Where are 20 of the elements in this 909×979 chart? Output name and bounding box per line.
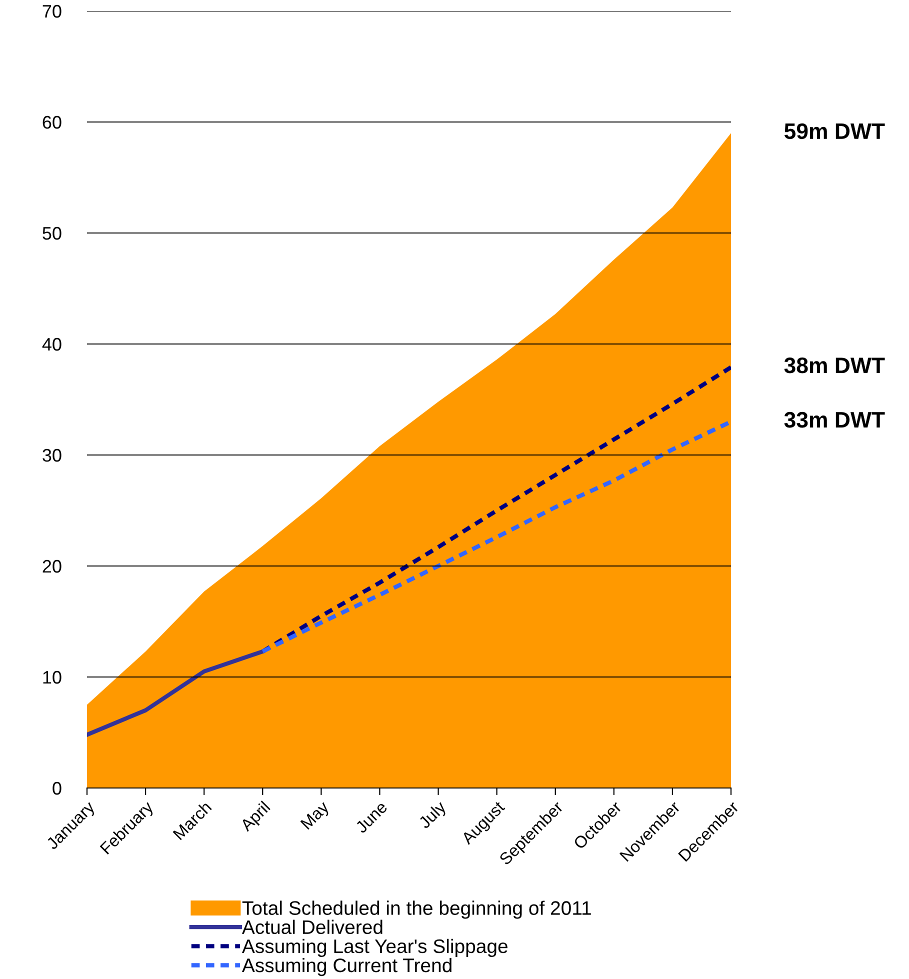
annotation: 59m DWT [784, 123, 885, 140]
y-tick-label: 70 [42, 4, 62, 18]
x-tick-label: July [418, 800, 450, 832]
y-tick-label: 40 [42, 338, 62, 351]
y-tick-label: 50 [42, 226, 62, 240]
y-tick-label: 30 [42, 448, 62, 462]
line-series [260, 365, 731, 654]
legend-label: Total Scheduled in the beginning of 2011 [242, 900, 591, 919]
annotation: 33m DWT [784, 412, 885, 428]
y-tick-label: 60 [42, 116, 62, 129]
line-series [260, 420, 731, 654]
annotation: 38m DWT [784, 358, 885, 374]
x-tick-label: May [300, 800, 332, 832]
legend-label: Assuming Current Trend [242, 958, 452, 976]
legend-label: Assuming Last Year's Slippage [242, 938, 508, 957]
line-series [87, 649, 265, 737]
legend-label: Actual Delivered [242, 920, 382, 934]
y-tick-label: 0 [52, 782, 62, 795]
y-tick-label: 10 [43, 670, 62, 684]
y-tick-label: 20 [42, 560, 62, 573]
